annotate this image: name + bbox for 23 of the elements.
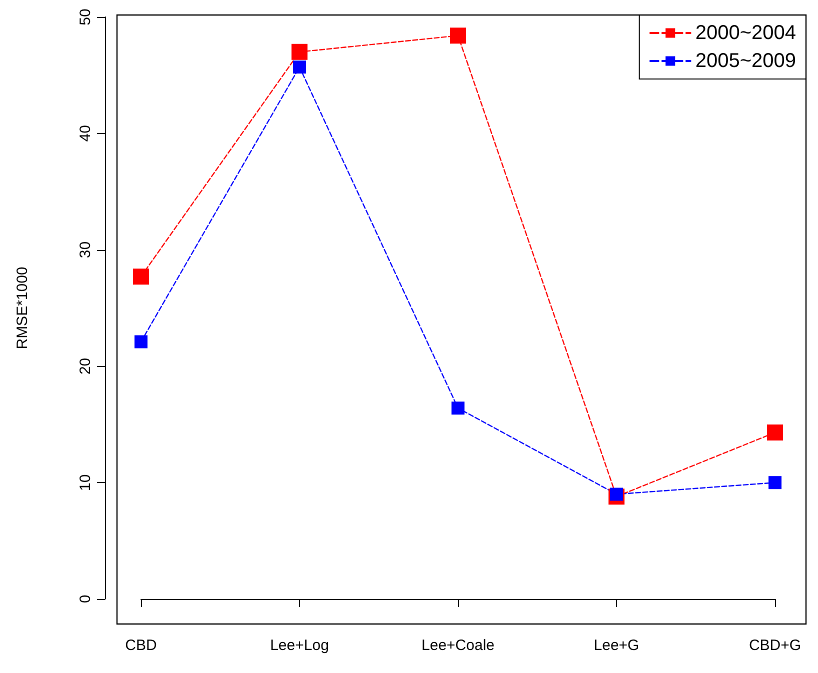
y-tick-label: 0 xyxy=(77,594,94,604)
point xyxy=(768,476,782,490)
point xyxy=(133,268,149,285)
x-tick-label: CBD+G xyxy=(748,637,802,654)
x-tick-label: Lee+Log xyxy=(270,637,329,654)
point xyxy=(292,44,308,60)
point xyxy=(452,402,464,415)
y-axis-title: RMSE*1000 xyxy=(14,266,31,350)
y-tick-label: 50 xyxy=(77,8,94,26)
point xyxy=(610,488,623,501)
legend-label: 2005~2009 xyxy=(695,50,796,72)
point xyxy=(134,335,148,348)
x-tick-label: Lee+Coale xyxy=(422,637,494,654)
y-tick-label: 20 xyxy=(77,358,94,375)
point xyxy=(293,60,306,74)
y-tick-label: 10 xyxy=(77,474,94,491)
x-tick-label: Lee+G xyxy=(594,637,640,654)
y-tick-label: 30 xyxy=(77,241,94,258)
x-tick-label: CBD xyxy=(125,637,157,654)
y-tick-label: 40 xyxy=(77,125,94,142)
point xyxy=(767,424,783,441)
point xyxy=(450,28,466,44)
legend-label: 2000~2004 xyxy=(695,22,796,44)
